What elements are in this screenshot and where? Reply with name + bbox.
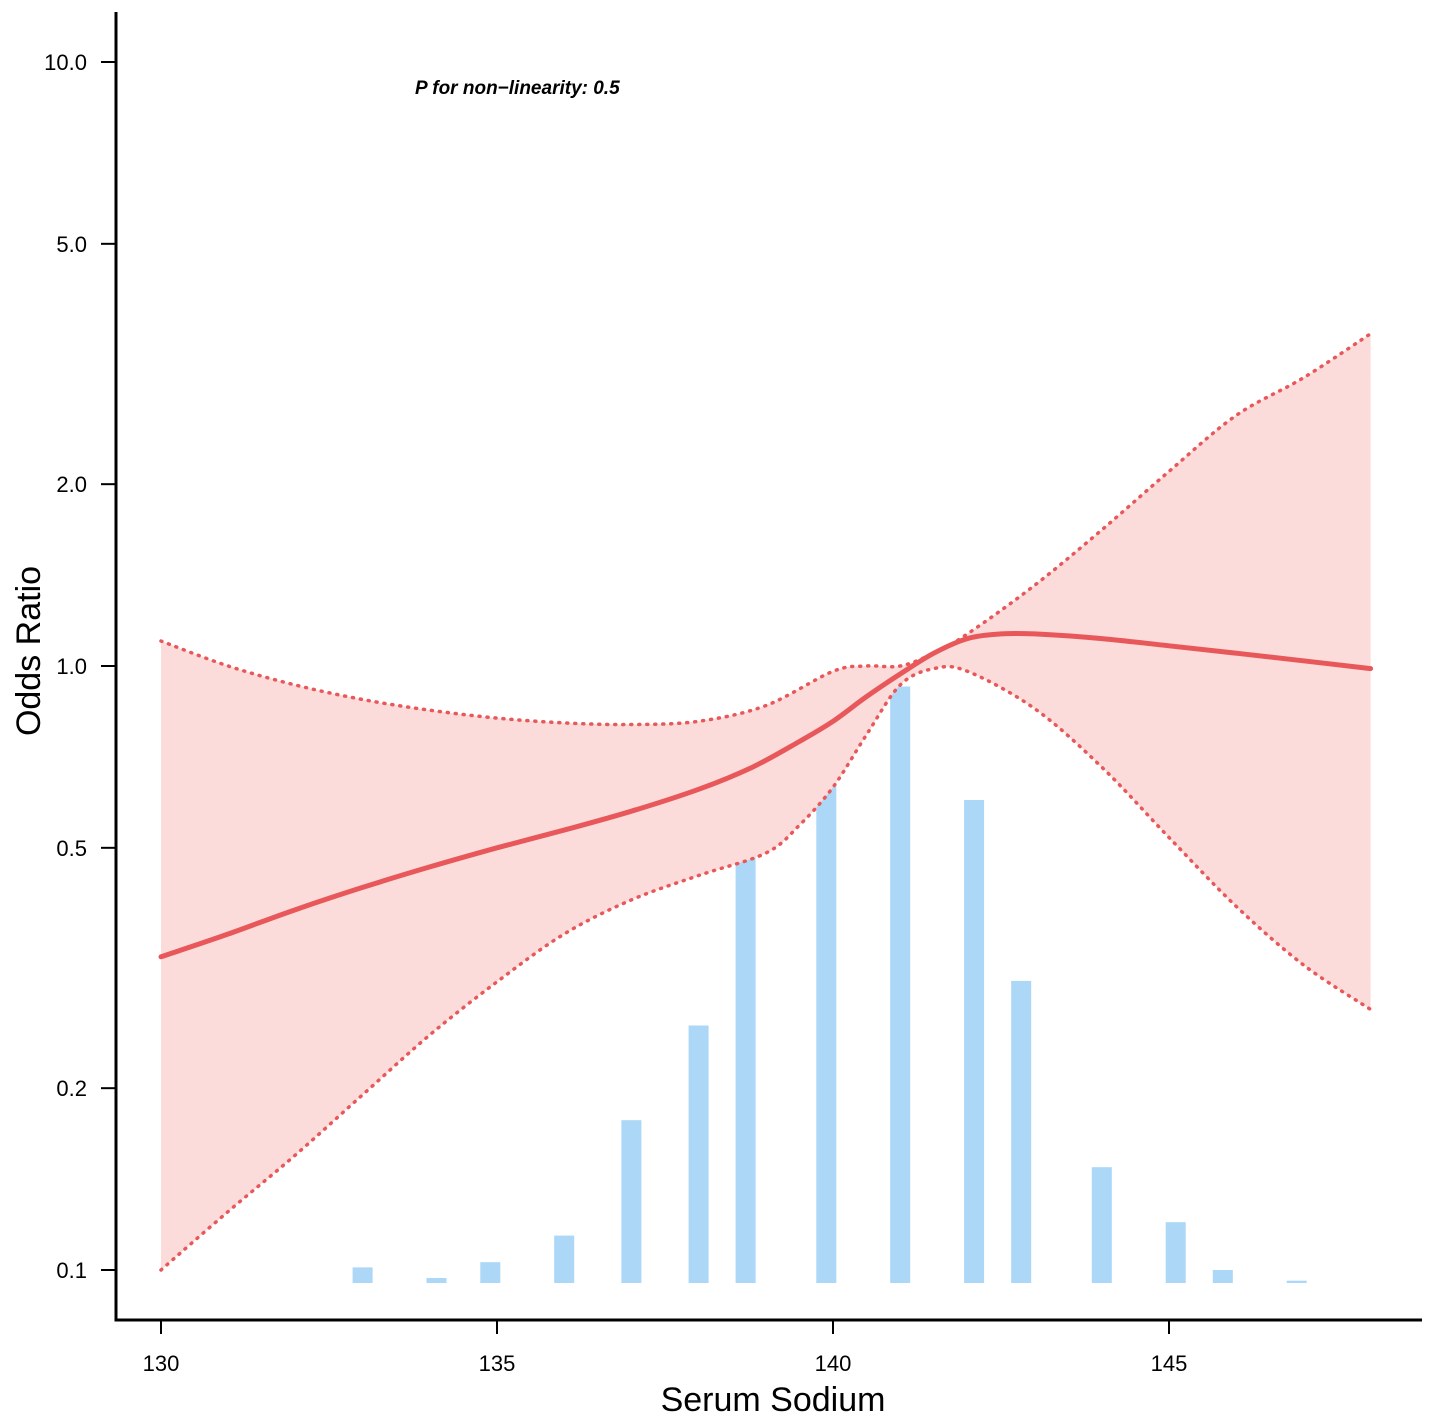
histogram-bar bbox=[480, 1262, 501, 1283]
x-axis-ticks: 130 135 140 145 bbox=[143, 1320, 1188, 1376]
lower-ci-line bbox=[159, 664, 1373, 1272]
histogram-bar bbox=[816, 682, 837, 1283]
histogram-bar bbox=[735, 842, 756, 1283]
y-axis-title: Odds Ratio bbox=[10, 566, 48, 736]
y-axis-ticks: 0.1 0.2 0.5 1.0 2.0 5.0 10.0 bbox=[44, 50, 116, 1283]
histogram-bar bbox=[1212, 1270, 1233, 1283]
histogram-bar bbox=[1165, 1222, 1186, 1283]
histogram-bar bbox=[352, 1267, 373, 1283]
histogram-bar bbox=[688, 1025, 709, 1283]
histogram-bar bbox=[890, 686, 911, 1283]
upper-ci-line bbox=[159, 331, 1373, 727]
nonlinearity-annotation: P for non−linearity: 0.5 bbox=[415, 78, 620, 99]
y-tick-label: 0.2 bbox=[56, 1076, 87, 1101]
histogram-bar bbox=[1011, 980, 1032, 1283]
x-axis-title: Serum Sodium bbox=[661, 1381, 886, 1419]
y-tick-label: 2.0 bbox=[56, 472, 87, 497]
y-tick-label: 0.5 bbox=[56, 836, 87, 861]
y-tick-label: 10.0 bbox=[44, 50, 87, 75]
histogram-bar bbox=[964, 800, 985, 1283]
confidence-band bbox=[161, 333, 1371, 1270]
histogram-bar bbox=[426, 1278, 447, 1283]
histogram-bar bbox=[554, 1235, 575, 1283]
x-tick-label: 130 bbox=[143, 1351, 180, 1376]
histogram-bar bbox=[1286, 1280, 1307, 1283]
y-tick-label: 0.1 bbox=[56, 1258, 87, 1283]
x-tick-label: 145 bbox=[1151, 1351, 1188, 1376]
y-tick-label: 5.0 bbox=[56, 232, 87, 257]
x-tick-label: 135 bbox=[479, 1351, 516, 1376]
histogram-bar bbox=[1091, 1167, 1112, 1283]
histogram-bar bbox=[621, 1120, 642, 1283]
x-tick-label: 140 bbox=[815, 1351, 852, 1376]
histogram-bars bbox=[352, 682, 1307, 1283]
odds-ratio-curve bbox=[158, 630, 1374, 960]
y-tick-label: 1.0 bbox=[56, 654, 87, 679]
